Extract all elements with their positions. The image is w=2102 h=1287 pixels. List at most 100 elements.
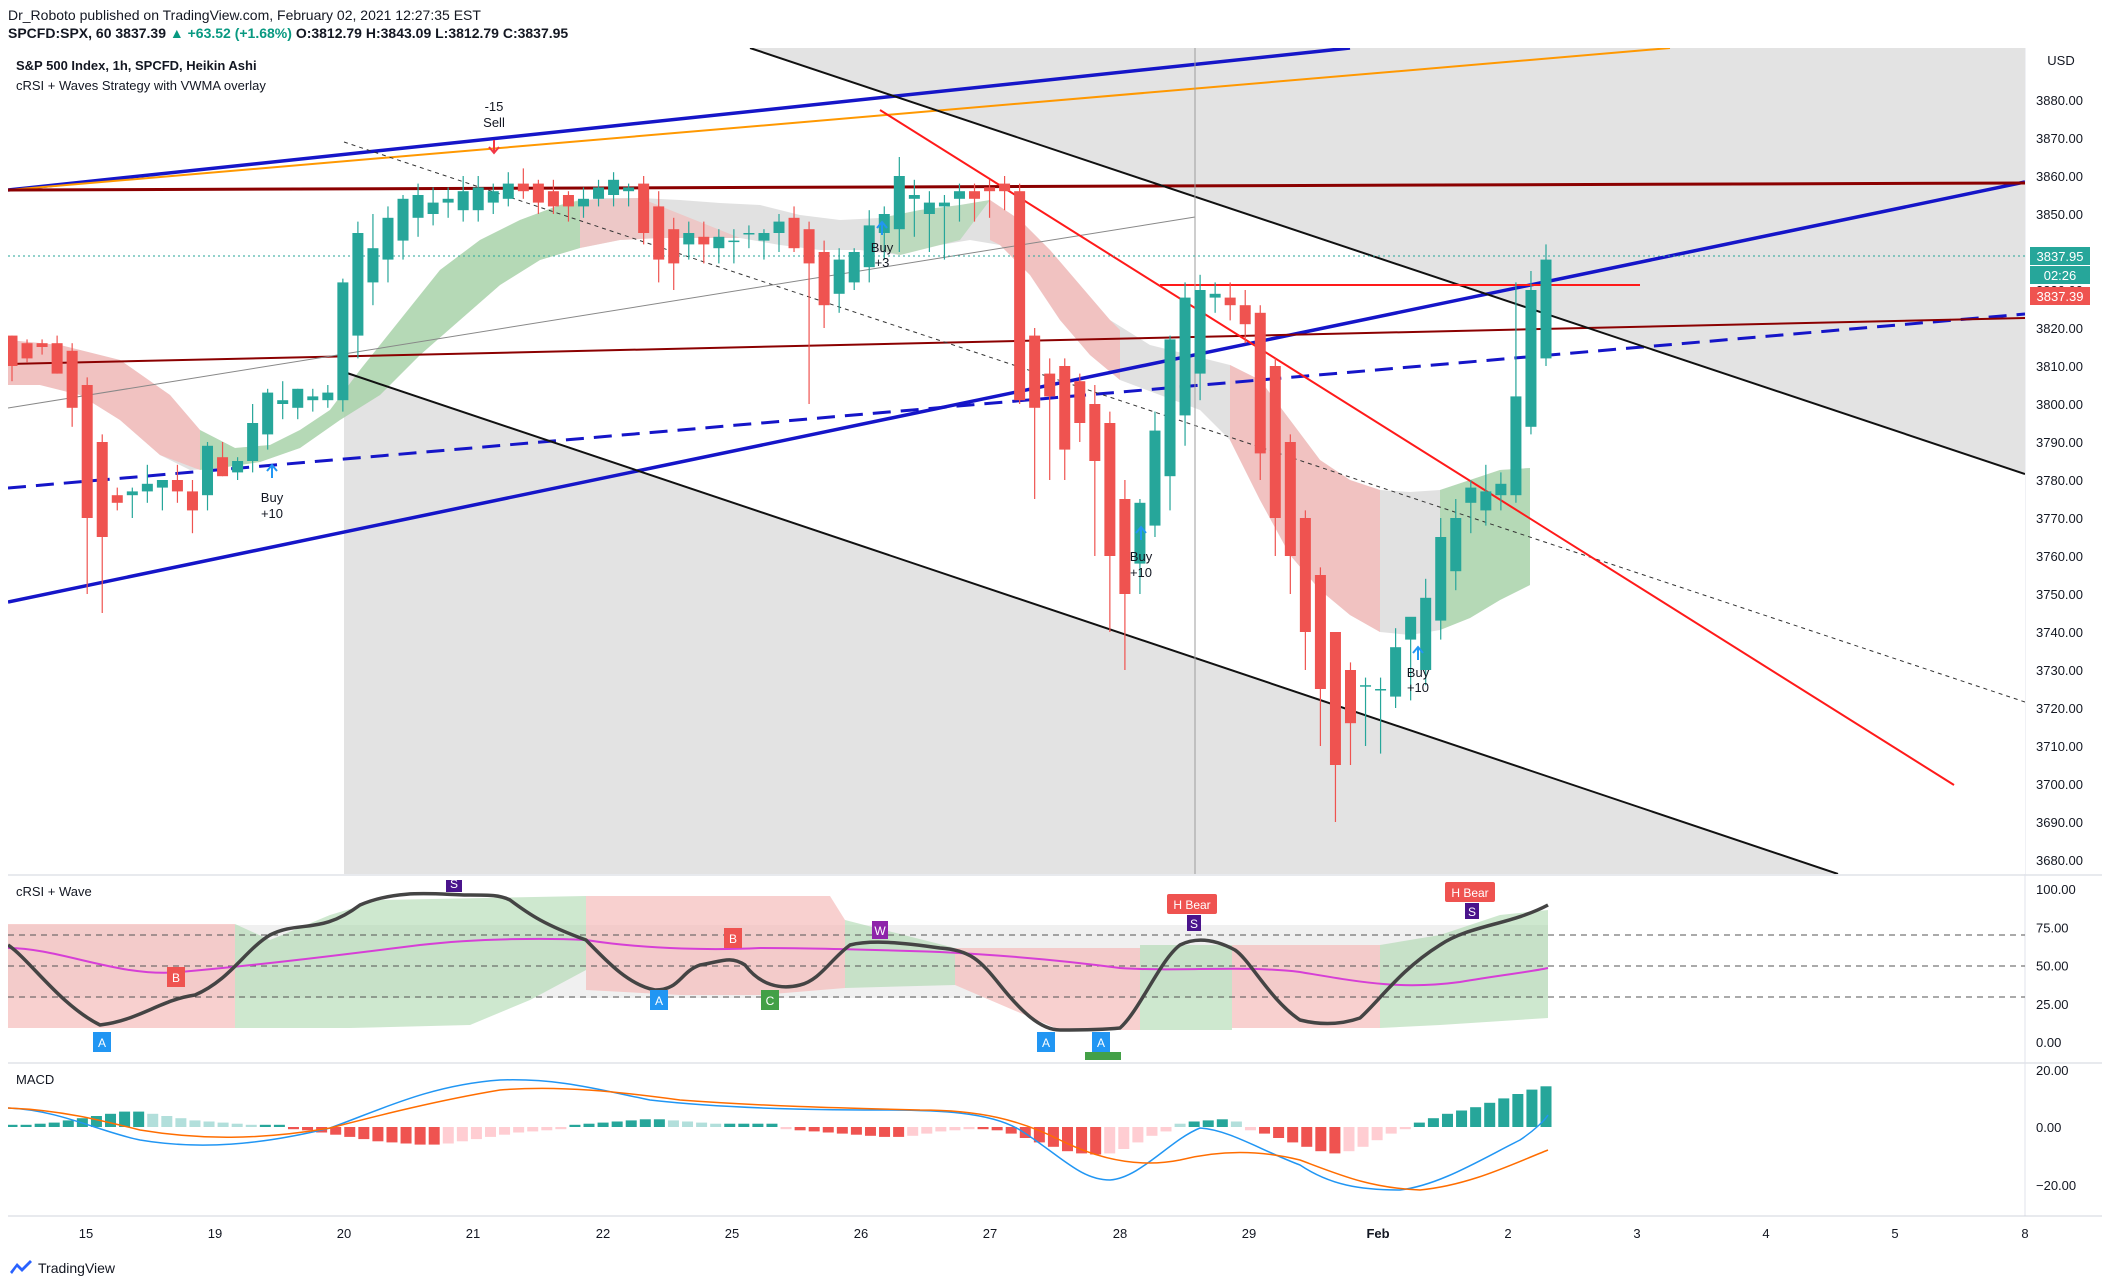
- crsi-zone-green: [235, 896, 586, 1028]
- macd-histogram-bar: [780, 1127, 792, 1130]
- candle-body: [442, 198, 454, 203]
- candle-body: [1510, 396, 1522, 496]
- candle-body: [111, 495, 123, 503]
- channel-lower-black[interactable]: [343, 371, 1839, 874]
- buy-arrow-icon: [1135, 525, 1147, 540]
- time-tick-label: Feb: [1366, 1226, 1389, 1241]
- signal-a-badge: [93, 1032, 111, 1052]
- red-down-trendline[interactable]: [879, 109, 1955, 786]
- tradingview-brand[interactable]: TradingView: [38, 1260, 116, 1276]
- macd-histogram-bar: [1146, 1127, 1158, 1136]
- macd-histogram-bar: [400, 1127, 412, 1144]
- candle-body: [8, 335, 18, 366]
- crsi-pane[interactable]: A B S A B C W A A H Bear S H Bear S: [8, 874, 2025, 1062]
- resistance-line[interactable]: [8, 181, 2025, 192]
- crsi-tick-label: 75.00: [2036, 920, 2069, 935]
- author-name[interactable]: Dr_Roboto: [8, 7, 76, 23]
- signal-c-text: C: [766, 994, 775, 1008]
- last-price-tag: [2030, 247, 2090, 265]
- candle-body: [1299, 518, 1311, 632]
- signal-b-text: B: [729, 932, 737, 946]
- macd-histogram-bar: [34, 1123, 46, 1127]
- candle-body: [683, 233, 695, 245]
- candle-body: [984, 187, 996, 192]
- candle-body: [292, 388, 304, 408]
- channel-upper-black[interactable]: [749, 48, 2025, 475]
- signal-w-badge: [872, 921, 888, 939]
- signal-b-text: B: [172, 971, 180, 985]
- macd-histogram-bar: [147, 1113, 159, 1127]
- macd-tick-label: −20.00: [2036, 1178, 2076, 1193]
- h-bear-badge: [1445, 882, 1495, 902]
- macd-histogram-bar: [752, 1123, 764, 1127]
- signal-b-badge: [167, 967, 185, 987]
- macd-histogram-bar: [372, 1127, 384, 1142]
- candle-body: [1375, 689, 1387, 691]
- price-tick-label: 3750.00: [2036, 587, 2083, 602]
- last-price: 3837.39: [115, 25, 166, 41]
- candle-body: [141, 483, 153, 492]
- blue-upper-trendline[interactable]: [8, 48, 1351, 192]
- candle-body: [36, 343, 48, 347]
- orange-trendline[interactable]: [8, 48, 1671, 191]
- candle-body: [1495, 483, 1507, 496]
- candle-body: [21, 343, 33, 359]
- study-legend[interactable]: cRSI + Waves Strategy with VWMA overlay: [16, 78, 266, 93]
- chart-canvas[interactable]: -15 Sell Buy +10 Buy +3 Buy +10 Buy +10: [0, 44, 2102, 1248]
- macd-histogram-bar: [330, 1127, 342, 1135]
- candle-body: [1390, 647, 1402, 697]
- main-pane[interactable]: -15 Sell Buy +10 Buy +3 Buy +10 Buy +10: [7, 48, 2026, 874]
- currency-label[interactable]: USD: [2047, 53, 2074, 68]
- price-tick-label: 3800.00: [2036, 397, 2083, 412]
- macd-histogram-bar: [977, 1127, 989, 1130]
- price-tick-label: 3680.00: [2036, 853, 2083, 868]
- crsi-tick-label: 100.00: [2036, 882, 2076, 897]
- price-tick-label: 3690.00: [2036, 815, 2083, 830]
- main-legend-title[interactable]: S&P 500 Index, 1h, SPCFD, Heikin Ashi: [16, 58, 257, 73]
- buy-arrow-icon: [1412, 645, 1424, 660]
- time-tick-label: 25: [725, 1226, 739, 1241]
- macd-histogram-bar: [442, 1127, 454, 1144]
- candle-body: [1329, 632, 1341, 765]
- macd-histogram-bar: [1441, 1113, 1453, 1127]
- candle-body: [593, 187, 605, 199]
- candle-body: [969, 191, 981, 199]
- crsi-legend[interactable]: cRSI + Wave: [16, 884, 92, 899]
- macd-histogram-bar: [738, 1123, 750, 1127]
- macd-histogram-bar: [949, 1127, 961, 1131]
- candle-body: [1224, 297, 1236, 306]
- macd-legend[interactable]: MACD: [16, 1072, 55, 1087]
- signal-s-text: S: [1468, 905, 1476, 919]
- candle-body: [1284, 442, 1296, 556]
- macd-histogram-bar: [555, 1127, 567, 1130]
- currency-box[interactable]: [2035, 50, 2083, 70]
- macd-histogram-bar: [611, 1121, 623, 1127]
- blue-dashed-trendline[interactable]: [8, 312, 2025, 490]
- macd-histogram-bar: [1076, 1127, 1088, 1154]
- candle-body: [352, 233, 364, 336]
- macd-pane[interactable]: [7, 1079, 1552, 1191]
- signal-w-text: W: [874, 924, 886, 938]
- candle-body: [487, 191, 499, 203]
- tradingview-logo-icon[interactable]: [8, 1258, 34, 1276]
- candle-body: [653, 206, 665, 260]
- macd-histogram-bar: [344, 1127, 356, 1137]
- macd-histogram-bar: [133, 1111, 145, 1127]
- price-tick-label: 3770.00: [2036, 511, 2083, 526]
- publish-line: Dr_Roboto published on TradingView.com, …: [8, 7, 481, 23]
- macd-histogram-bar: [597, 1122, 609, 1127]
- time-axis[interactable]: 15 19 20 21 22 25 26 27 28 29 Feb 2 3 4 5 8: [79, 1226, 2029, 1241]
- buy-marker-label: Buy: [1130, 549, 1153, 564]
- macd-axis[interactable]: 20.00 0.00 −20.00: [2036, 1063, 2076, 1193]
- price-tick-label: 3860.00: [2036, 169, 2083, 184]
- price-axis[interactable]: 3880.003870.003860.003850.003840.003830.…: [2036, 93, 2083, 868]
- crsi-axis[interactable]: 100.00 75.00 50.00 25.00 0.00: [2036, 882, 2076, 1050]
- crsi-tick-label: 50.00: [2036, 959, 2069, 974]
- price-change: ▲ +63.52 (+1.68%): [169, 25, 292, 41]
- macd-histogram-bar: [189, 1120, 201, 1127]
- macd-histogram-bar: [1005, 1127, 1017, 1134]
- time-tick-label: 22: [596, 1226, 610, 1241]
- buy-marker-qty: +10: [1130, 565, 1152, 580]
- macd-histogram-bar: [1540, 1086, 1552, 1127]
- candle-body: [893, 176, 905, 230]
